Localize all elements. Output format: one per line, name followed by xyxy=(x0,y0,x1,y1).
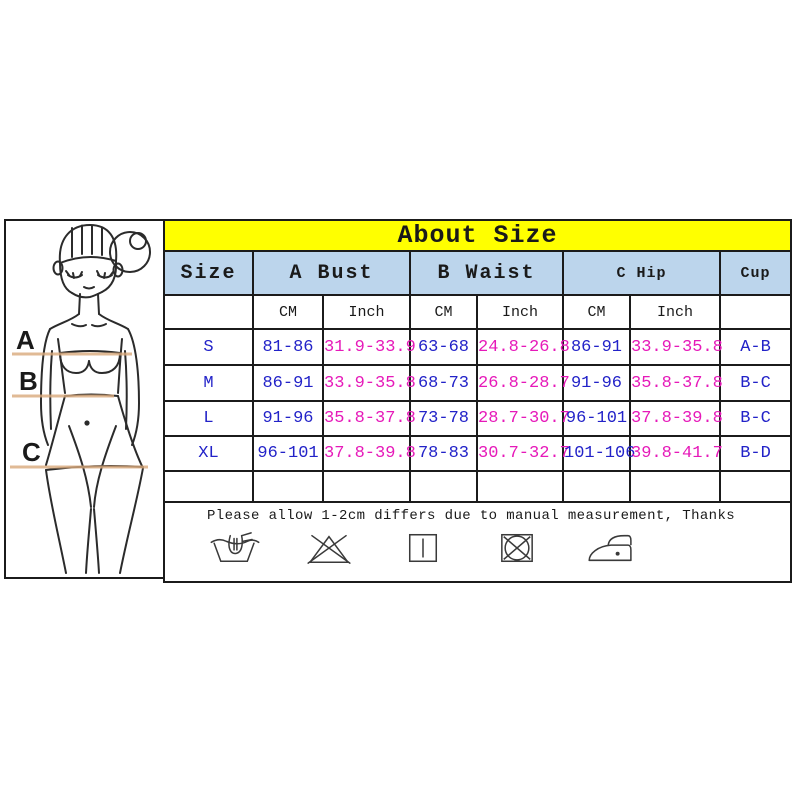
unit-label: CM xyxy=(562,294,631,330)
hair-bun xyxy=(109,231,151,273)
cell-bust-cm: 91-96 xyxy=(252,400,324,437)
do-not-tumble-dry-icon xyxy=(501,533,533,563)
unit-label: CM xyxy=(409,294,478,330)
measurement-figure-panel: A B C xyxy=(4,219,165,579)
cell-cup: B-D xyxy=(718,435,793,472)
cell-bust-inch: 37.8-39.8 xyxy=(322,435,416,472)
cell-hip-cm: 96-101 xyxy=(562,400,631,437)
cell-hip-cm: 86-91 xyxy=(562,328,631,366)
woman-figure-illustration: A B C xyxy=(10,223,151,574)
iron-low-heat-icon xyxy=(588,534,632,562)
cell-hip-cm: 91-96 xyxy=(562,364,631,402)
size-row-s: S 81-86 31.9-33.9 63-68 24.8-26.8 86-91 … xyxy=(163,328,793,366)
care-icons-row xyxy=(165,524,790,566)
cell-hip-inch: 33.9-35.8 xyxy=(629,328,723,366)
cell-size: L xyxy=(163,400,254,437)
cell-cup: B-C xyxy=(718,364,793,402)
cell-waist-inch: 30.7-32.7 xyxy=(476,435,570,472)
cell-waist-inch: 26.8-28.7 xyxy=(476,364,570,402)
note-row: Please allow 1-2cm differs due to manual… xyxy=(162,501,793,583)
unit-label: CM xyxy=(252,294,324,330)
cell-waist-cm: 68-73 xyxy=(409,364,478,402)
header-bust: A Bust xyxy=(252,250,411,296)
label-b-waist: B xyxy=(19,366,38,396)
cell-waist-cm: 78-83 xyxy=(409,435,478,472)
cell-hip-inch: 35.8-37.8 xyxy=(629,364,723,402)
unit-label: Inch xyxy=(322,294,411,330)
label-a-bust: A xyxy=(16,325,35,355)
cell-bust-cm: 86-91 xyxy=(252,364,324,402)
label-c-hip: C xyxy=(22,437,41,467)
cell-size: S xyxy=(163,328,254,366)
cell-hip-inch: 39.8-41.7 xyxy=(629,435,723,472)
empty-row xyxy=(163,470,793,503)
size-table: About Size Size A Bust B Waist C Hip Cup… xyxy=(162,219,793,583)
cell-size: XL xyxy=(163,435,254,472)
cell-bust-inch: 35.8-37.8 xyxy=(322,400,416,437)
unit-label: Inch xyxy=(476,294,564,330)
header-size: Size xyxy=(163,250,254,296)
cell-size: M xyxy=(163,364,254,402)
cell-waist-cm: 73-78 xyxy=(409,400,478,437)
cell-bust-cm: 81-86 xyxy=(252,328,324,366)
header-waist: B Waist xyxy=(409,250,564,296)
units-spacer xyxy=(718,294,793,330)
cell-waist-inch: 28.7-30.7 xyxy=(476,400,570,437)
table-title-row: About Size xyxy=(162,219,793,252)
cell-hip-cm: 101-106 xyxy=(562,435,635,472)
measurement-note: Please allow 1-2cm differs due to manual… xyxy=(207,508,736,524)
units-row: CM Inch CM Inch CM Inch xyxy=(163,294,793,330)
size-row-xl: XL 96-101 37.8-39.8 78-83 30.7-32.7 101-… xyxy=(163,435,793,472)
header-hip: C Hip xyxy=(562,250,721,296)
size-row-m: M 86-91 33.9-35.8 68-73 26.8-28.7 91-96 … xyxy=(163,364,793,402)
page-title: About Size xyxy=(162,219,793,252)
cell-waist-cm: 63-68 xyxy=(409,328,478,366)
units-spacer xyxy=(163,294,254,330)
unit-label: Inch xyxy=(629,294,721,330)
do-not-bleach-icon xyxy=(307,534,351,564)
cell-bust-inch: 31.9-33.9 xyxy=(322,328,416,366)
drip-dry-icon xyxy=(408,533,438,563)
size-row-l: L 91-96 35.8-37.8 73-78 28.7-30.7 96-101… xyxy=(163,400,793,437)
cell-bust-cm: 96-101 xyxy=(252,435,324,472)
cell-cup: B-C xyxy=(718,400,793,437)
cell-waist-inch: 24.8-26.8 xyxy=(476,328,570,366)
cell-hip-inch: 37.8-39.8 xyxy=(629,400,723,437)
hand-wash-icon xyxy=(210,532,260,563)
cell-bust-inch: 33.9-35.8 xyxy=(322,364,416,402)
cell-cup: A-B xyxy=(718,328,793,366)
table-header-row: Size A Bust B Waist C Hip Cup xyxy=(163,250,793,296)
header-cup: Cup xyxy=(718,250,793,296)
